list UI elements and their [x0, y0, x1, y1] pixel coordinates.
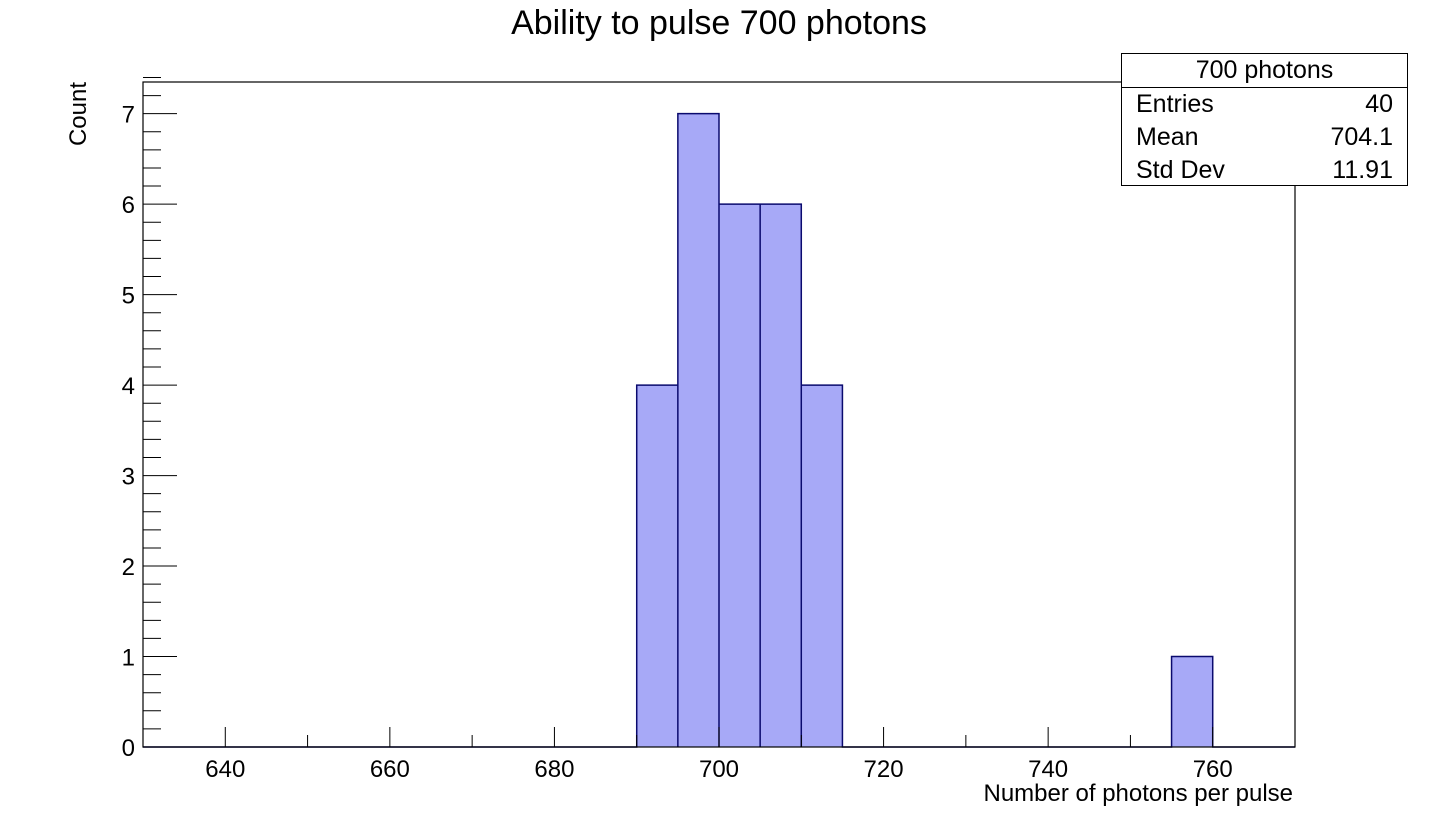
chart-title: Ability to pulse 700 photons [511, 4, 927, 42]
histogram-outline [143, 112, 1295, 748]
stats-row-entries: Entries 40 [1122, 88, 1407, 121]
x-tick-label: 700 [699, 756, 739, 783]
histogram-bin [760, 204, 802, 748]
y-tick-label: 3 [122, 464, 135, 491]
y-tick-label: 5 [122, 283, 135, 310]
stats-label: Mean [1136, 123, 1199, 151]
stats-row-mean: Mean 704.1 [1122, 121, 1407, 154]
stats-box-title: 700 photons [1122, 54, 1407, 88]
histogram-bin [719, 204, 761, 748]
stats-row-std-dev: Std Dev 11.91 [1122, 154, 1407, 187]
y-tick-label: 6 [122, 192, 135, 219]
histogram-bin [677, 113, 719, 747]
stats-box: 700 photons Entries 40 Mean 704.1 Std De… [1121, 53, 1408, 186]
histogram-bin [636, 385, 678, 747]
histogram-bars [143, 112, 1295, 748]
stats-value: 11.91 [1332, 156, 1393, 184]
x-tick-label: 660 [370, 756, 410, 783]
x-tick-label: 740 [1028, 756, 1068, 783]
y-tick-label: 1 [122, 645, 135, 672]
histogram-bin [801, 385, 843, 747]
y-axis-ticks: 0 1 2 3 4 5 6 7 [122, 76, 177, 762]
stats-value: 40 [1365, 90, 1393, 118]
histogram-bin [1171, 656, 1213, 747]
stats-label: Entries [1136, 90, 1214, 118]
y-axis-label: Count [65, 82, 92, 146]
stats-value: 704.1 [1330, 123, 1393, 151]
y-tick-label: 2 [122, 554, 135, 581]
x-tick-label: 640 [205, 756, 245, 783]
x-tick-label: 720 [864, 756, 904, 783]
y-tick-label: 4 [122, 373, 135, 400]
x-tick-label: 680 [534, 756, 574, 783]
x-axis-label: Number of photons per pulse [983, 780, 1293, 807]
y-tick-label: 7 [122, 102, 135, 129]
x-axis-ticks: 640 660 680 700 720 740 760 [142, 727, 1296, 783]
y-tick-label: 0 [122, 735, 135, 762]
stats-label: Std Dev [1136, 156, 1225, 184]
x-tick-label: 760 [1193, 756, 1233, 783]
